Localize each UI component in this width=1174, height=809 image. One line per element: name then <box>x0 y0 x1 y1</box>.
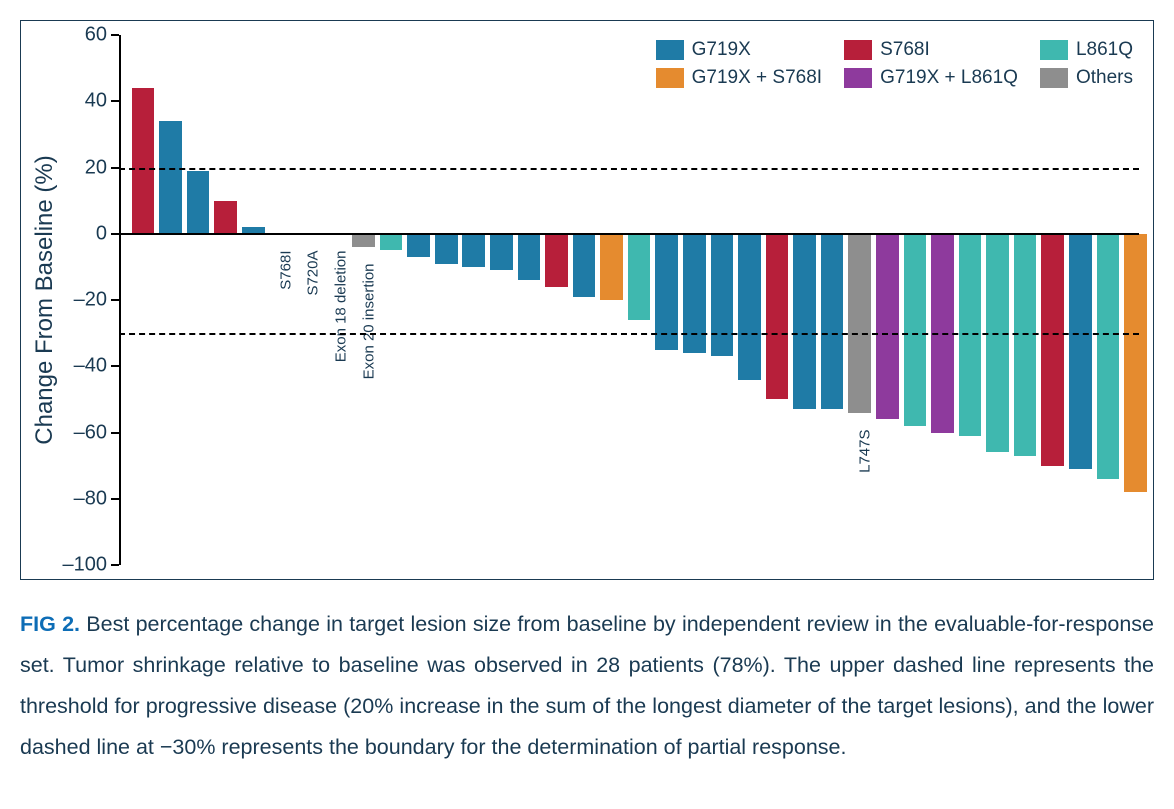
bar-annotation: L747S <box>856 429 873 472</box>
y-tick-label: 20 <box>85 156 119 179</box>
bar-annotation: S768I <box>277 250 294 289</box>
waterfall-bar <box>628 234 651 320</box>
waterfall-bar <box>876 234 899 420</box>
waterfall-bar <box>352 234 375 247</box>
waterfall-bar <box>904 234 927 426</box>
plot-area: Change From Baseline (%) S768IS720AExon … <box>119 35 1139 565</box>
legend-item: Others <box>1040 67 1133 89</box>
waterfall-bar <box>545 234 568 287</box>
legend-item: G719X + S768I <box>656 67 822 89</box>
waterfall-bar <box>1041 234 1064 466</box>
y-tick-label: 60 <box>85 24 119 47</box>
waterfall-bar <box>132 88 155 234</box>
legend-label: L861Q <box>1076 39 1133 61</box>
legend-item: L861Q <box>1040 39 1133 61</box>
figure-container: Change From Baseline (%) S768I S720A Exon … <box>20 20 1154 767</box>
waterfall-bar <box>986 234 1009 453</box>
waterfall-bar <box>1014 234 1037 456</box>
legend-swatch <box>844 68 872 88</box>
legend-label: S768I <box>880 39 930 61</box>
waterfall-bar <box>573 234 596 297</box>
y-tick-label: –40 <box>74 355 119 378</box>
figure-caption: FIG 2. Best percentage change in target … <box>20 604 1154 767</box>
waterfall-bar <box>766 234 789 400</box>
legend-swatch <box>1040 68 1068 88</box>
waterfall-bar <box>407 234 430 257</box>
waterfall-bar <box>187 171 210 234</box>
waterfall-bar <box>821 234 844 410</box>
waterfall-bar <box>159 121 182 234</box>
waterfall-bar <box>462 234 485 267</box>
chart-frame: Change From Baseline (%) S768I S720A Exon … <box>20 20 1154 580</box>
y-tick-label: 40 <box>85 90 119 113</box>
waterfall-bar <box>1097 234 1120 479</box>
y-tick-label: –60 <box>74 421 119 444</box>
reference-line <box>119 168 1139 170</box>
waterfall-bar <box>793 234 816 410</box>
legend-label: G719X <box>692 39 751 61</box>
waterfall-bar <box>380 234 403 251</box>
legend-label: G719X + S768I <box>692 67 822 89</box>
y-tick-label: –20 <box>74 289 119 312</box>
zero-line <box>119 233 1139 235</box>
caption-text: Best percentage change in target lesion … <box>20 612 1154 759</box>
y-tick-label: –80 <box>74 487 119 510</box>
legend-label: G719X + L861Q <box>880 67 1018 89</box>
waterfall-bar <box>738 234 761 380</box>
waterfall-bar <box>518 234 541 280</box>
legend-swatch <box>844 40 872 60</box>
caption-label: FIG 2. <box>20 612 80 636</box>
y-tick-label: –100 <box>63 554 120 577</box>
legend-label: Others <box>1076 67 1133 89</box>
reference-line <box>119 333 1139 335</box>
y-axis-title: Change From Baseline (%) <box>31 155 59 444</box>
legend: G719X S768I L861Q G719X + S768I G719X + L861… <box>656 39 1133 89</box>
legend-item: G719X + L861Q <box>844 67 1018 89</box>
waterfall-bar <box>435 234 458 264</box>
legend-swatch <box>656 40 684 60</box>
waterfall-bar <box>600 234 623 300</box>
legend-item: S768I <box>844 39 1018 61</box>
legend-swatch <box>1040 40 1068 60</box>
bar-annotation: Exon 20 insertion <box>360 264 377 380</box>
bar-annotation: Exon 18 deletion <box>332 250 349 362</box>
legend-item: G719X <box>656 39 822 61</box>
waterfall-bar <box>490 234 513 270</box>
legend-swatch <box>656 68 684 88</box>
y-tick-label: 0 <box>96 222 119 245</box>
waterfall-bar <box>1069 234 1092 469</box>
waterfall-bar <box>848 234 871 413</box>
bars-layer: S768I S720A Exon 18 deletion Exon 20 insert… <box>119 35 1139 565</box>
waterfall-bar <box>1124 234 1147 492</box>
waterfall-bar <box>214 201 237 234</box>
bar-annotation: S720A <box>305 250 322 295</box>
waterfall-bar <box>711 234 734 357</box>
